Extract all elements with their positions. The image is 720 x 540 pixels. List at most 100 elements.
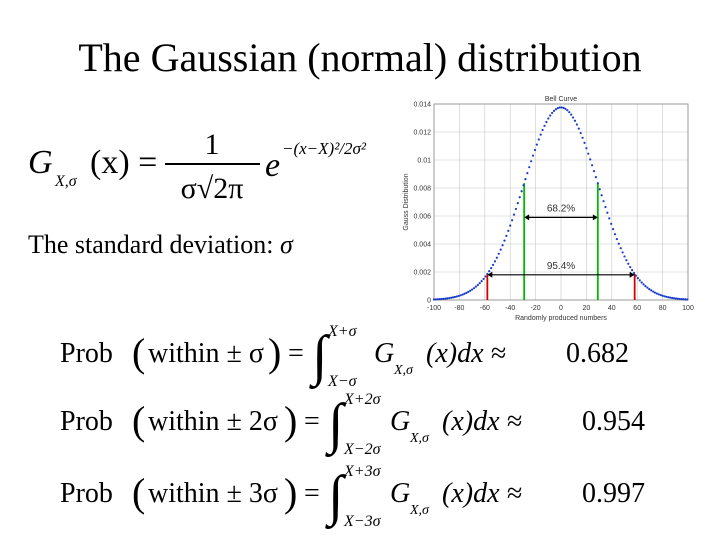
curve-point	[640, 281, 643, 284]
prob-prefix: Prob	[60, 478, 113, 509]
curve-point	[631, 269, 634, 272]
integral-sign: ∫	[325, 465, 347, 530]
y-tick-label: 0.002	[413, 270, 431, 277]
curve-point	[638, 279, 641, 282]
curve-point	[539, 133, 542, 136]
curve-point	[604, 205, 607, 209]
close-paren: )	[268, 330, 281, 375]
curve-point	[520, 190, 523, 193]
curve-point	[598, 188, 601, 191]
slide-title: The Gaussian (normal) distribution	[78, 35, 642, 80]
curve-point	[634, 274, 638, 277]
curve-point	[446, 297, 449, 300]
formula-numerator: 1	[205, 128, 220, 161]
equals-sign: =	[304, 478, 320, 509]
integrand-subscript: X,σ	[409, 431, 430, 446]
x-tick-label: 20	[583, 305, 591, 312]
integrand-arg: (x)dx ≈	[442, 406, 522, 437]
std-deviation-line: The standard deviation: σ	[28, 230, 293, 260]
curve-point	[661, 294, 664, 297]
curve-point	[541, 128, 544, 132]
curve-point	[623, 255, 626, 258]
arrow-head-left	[487, 271, 493, 278]
formula-denominator: σ√2π	[181, 172, 244, 205]
curve-point	[615, 237, 618, 241]
integral-sign: ∫	[325, 393, 347, 458]
curve-point	[657, 293, 660, 296]
curve-point	[457, 294, 460, 298]
upper-limit: X+σ	[327, 323, 358, 340]
equals-sign: =	[288, 338, 304, 369]
chart-title: Bell Curve	[545, 96, 577, 103]
curve-point	[587, 152, 590, 155]
curve-point	[591, 164, 594, 167]
curve-point	[438, 298, 441, 301]
curve-point	[570, 113, 573, 116]
integral-sign: ∫	[309, 325, 331, 390]
curve-point	[535, 143, 538, 146]
x-tick-label: 100	[682, 305, 694, 312]
prob-prefix: Prob	[60, 406, 113, 437]
curve-point	[509, 224, 512, 227]
y-tick-label: 0.004	[413, 242, 431, 249]
curve-point	[617, 242, 620, 245]
curve-point	[579, 131, 582, 135]
curve-point	[490, 267, 493, 270]
within-text: within ± 2σ	[148, 406, 278, 437]
x-tick-label: 40	[608, 305, 616, 312]
curve-point	[480, 280, 483, 283]
curve-point	[549, 114, 552, 117]
curve-point	[499, 248, 502, 251]
curve-point	[644, 285, 647, 288]
curve-point	[545, 120, 548, 124]
curve-point	[577, 127, 580, 130]
curve-point	[444, 297, 447, 300]
curve-point	[566, 109, 569, 112]
curve-point	[608, 217, 611, 220]
curve-point	[474, 285, 478, 288]
prob-value: 0.997	[582, 478, 645, 509]
lower-limit: X−σ	[327, 373, 358, 390]
open-paren: (	[132, 470, 145, 515]
curve-point	[651, 290, 655, 293]
within-text: within ± 3σ	[148, 478, 278, 509]
curve-point	[497, 252, 500, 255]
within-text: within ± σ	[148, 338, 264, 369]
y-axis-label: Gauss Distribution	[403, 173, 410, 230]
plot-frame	[433, 103, 689, 301]
open-paren: (	[132, 330, 145, 375]
formula-argument: (x) =	[90, 144, 157, 181]
curve-point	[589, 158, 592, 161]
curve-point	[552, 109, 556, 112]
curve-point	[495, 256, 498, 259]
formula-exp-base: e	[265, 147, 280, 184]
gaussian-formula: G X,σ (x) = 1 σ√2π e −(x−X)²/2σ²	[28, 128, 367, 205]
arrow-head-left	[524, 214, 530, 221]
x-tick-label: -100	[427, 305, 441, 312]
curve-point	[436, 298, 439, 301]
curve-point	[583, 141, 586, 144]
arrow-head-right	[629, 271, 635, 278]
curve-point	[585, 147, 588, 150]
curve-point	[476, 283, 479, 287]
curve-point	[556, 107, 559, 110]
curve-point	[606, 211, 609, 214]
curve-point	[531, 154, 535, 157]
curve-point	[667, 296, 670, 299]
curve-point	[642, 283, 645, 286]
prob-prefix: Prob	[60, 338, 113, 369]
integrand-subscript: X,σ	[393, 363, 414, 378]
curve-point	[455, 295, 458, 298]
formula-subscript: X,σ	[54, 173, 78, 190]
curve-point	[518, 196, 521, 199]
x-tick-label: 0	[559, 305, 563, 312]
curve-point	[625, 259, 628, 262]
curve-point	[573, 119, 577, 122]
curve-point	[472, 287, 476, 290]
curve-point	[600, 194, 603, 197]
curve-point	[467, 290, 470, 293]
curve-point	[453, 295, 457, 299]
integrand-subscript: X,σ	[409, 503, 430, 518]
curve-point	[619, 247, 622, 250]
curve-point	[547, 117, 550, 120]
